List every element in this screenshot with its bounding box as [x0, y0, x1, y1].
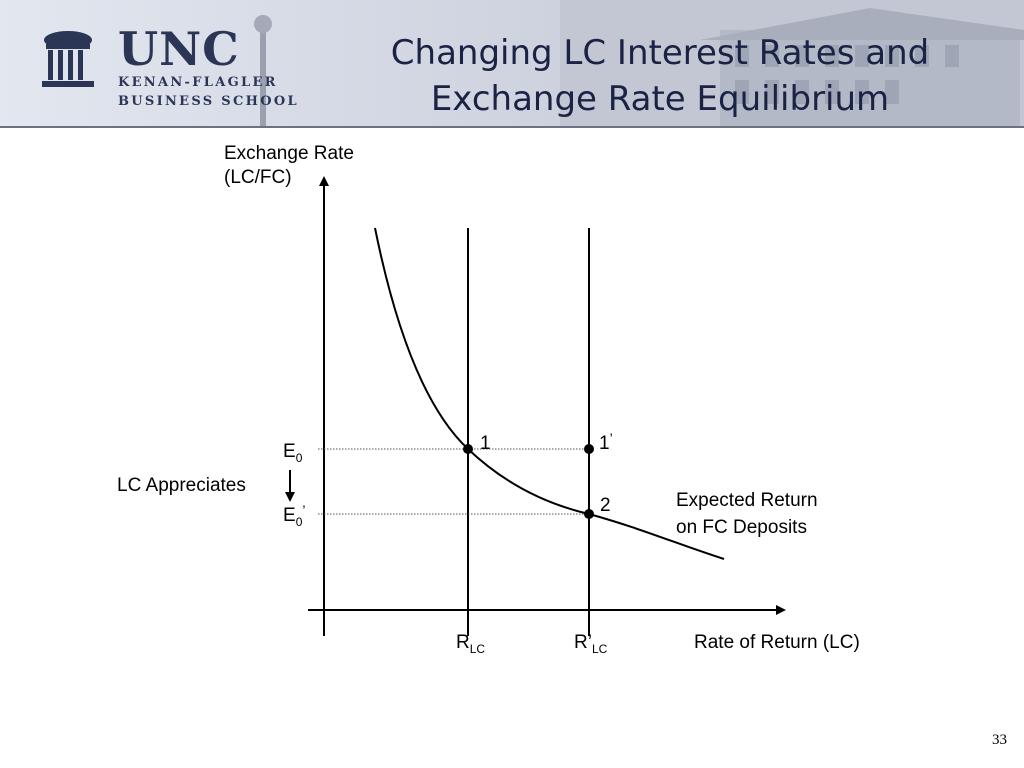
- r-lc-prime-label: R’LC: [574, 632, 607, 660]
- slide-header: UNC KENAN-FLAGLER BUSINESS SCHOOL Changi…: [0, 0, 1024, 128]
- old-well-logo-icon: [42, 31, 94, 87]
- point-1-label: 1: [480, 433, 491, 454]
- x-axis-label: Rate of Return (LC): [694, 632, 860, 653]
- curve-label-line-2: on FC Deposits: [676, 517, 807, 538]
- point-2-label: 2: [600, 495, 611, 516]
- expected-return-fc-curve: [374, 227, 725, 560]
- e0-prime-label: E0’: [283, 502, 306, 533]
- y-axis-label-line-1: Exchange Rate: [224, 143, 354, 164]
- slide-title: Changing LC Interest Rates and Exchange …: [360, 30, 960, 122]
- point-1-prime-dot: [584, 444, 594, 454]
- r-lc-label: RLC: [456, 632, 485, 660]
- lc-appreciates-label: LC Appreciates: [117, 475, 246, 496]
- header-divider: [0, 126, 1024, 128]
- campus-photo-background: [254, 0, 1024, 126]
- logo-line-2: BUSINESS SCHOOL: [118, 94, 299, 109]
- slide-title-line-2: Exchange Rate Equilibrium: [430, 79, 890, 119]
- point-1-prime-label: 1’: [599, 430, 613, 455]
- logo-unc: UNC: [118, 22, 240, 76]
- e0-prime-label-sub: 0: [295, 514, 303, 529]
- point-1-dot: [463, 444, 473, 454]
- point-1-prime-label-mark: ’: [609, 430, 613, 446]
- r-lc-prime-label-sub: LC: [591, 641, 608, 656]
- point-2-dot: [584, 509, 594, 519]
- curve-label-line-1: Expected Return: [676, 490, 818, 511]
- e0-label-text: E: [283, 441, 296, 462]
- r-lc-label-sub: LC: [469, 641, 486, 656]
- e0-label-sub: 0: [295, 450, 303, 465]
- r-lc-label-text: R: [456, 632, 470, 653]
- r-lc-prime-label-text: R’: [574, 632, 592, 653]
- page-number: 33: [992, 732, 1007, 748]
- slide-title-line-1: Changing LC Interest Rates and: [390, 33, 930, 73]
- logo-line-1: KENAN-FLAGLER: [118, 75, 278, 90]
- e0-prime-label-mark: ’: [302, 502, 306, 518]
- e0-prime-label-text: E: [283, 505, 296, 526]
- e0-label: E0: [283, 441, 302, 469]
- school-logo: UNC KENAN-FLAGLER BUSINESS SCHOOL: [118, 26, 299, 110]
- point-1-prime-label-text: 1: [599, 433, 610, 454]
- y-axis-label-line-2: (LC/FC): [224, 167, 292, 188]
